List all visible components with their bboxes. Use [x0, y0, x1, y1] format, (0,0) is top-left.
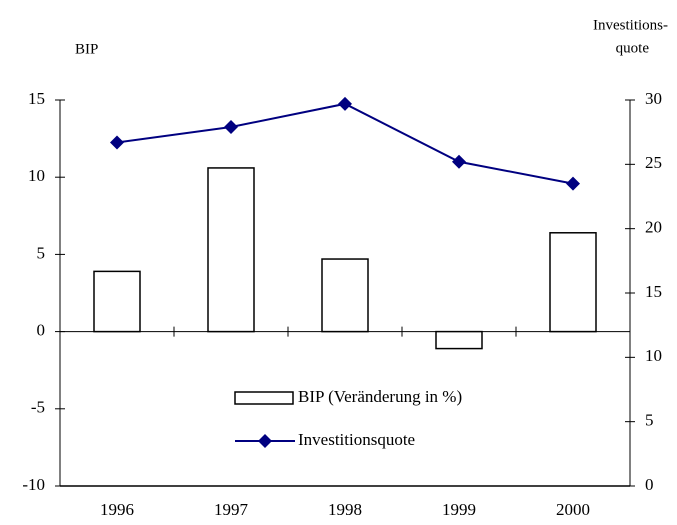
y2-tick-label: 0 [645, 475, 654, 494]
marker [224, 120, 238, 135]
x-tick-label: 2000 [556, 500, 590, 519]
y2-tick-label: 15 [645, 282, 662, 301]
x-tick-label: 1997 [214, 500, 249, 519]
y-tick-label: -10 [22, 475, 45, 494]
y2-tick-label: 30 [645, 89, 662, 108]
y2-axis-label: quote [616, 40, 650, 56]
bar [435, 330, 483, 350]
marker [110, 135, 124, 150]
y-tick-label: 15 [28, 89, 45, 108]
x-tick-label: 1998 [328, 500, 362, 519]
bar [93, 270, 141, 333]
y-tick-label: 10 [28, 166, 45, 185]
y-tick-label: 0 [37, 321, 46, 340]
bar [207, 167, 255, 333]
legend-label: Investitionsquote [298, 430, 415, 449]
y2-tick-label: 20 [645, 218, 662, 237]
x-tick-label: 1999 [442, 500, 476, 519]
y-tick-label: -5 [31, 398, 45, 417]
marker [566, 176, 580, 191]
legend-swatch [234, 391, 294, 405]
y2-tick-label: 5 [645, 411, 654, 430]
y-axis-label: BIP [75, 41, 98, 57]
y2-tick-label: 10 [645, 346, 662, 365]
marker [452, 154, 466, 169]
y2-tick-label: 25 [645, 153, 662, 172]
legend-label: BIP (Veränderung in %) [298, 387, 462, 406]
marker [338, 96, 352, 111]
line [116, 102, 574, 185]
y2-axis-label: Investitions- [593, 17, 668, 33]
y-tick-label: 5 [37, 243, 46, 262]
bar [549, 232, 597, 333]
bar [321, 258, 369, 333]
x-tick-label: 1996 [100, 500, 134, 519]
legend-swatch [258, 434, 272, 448]
